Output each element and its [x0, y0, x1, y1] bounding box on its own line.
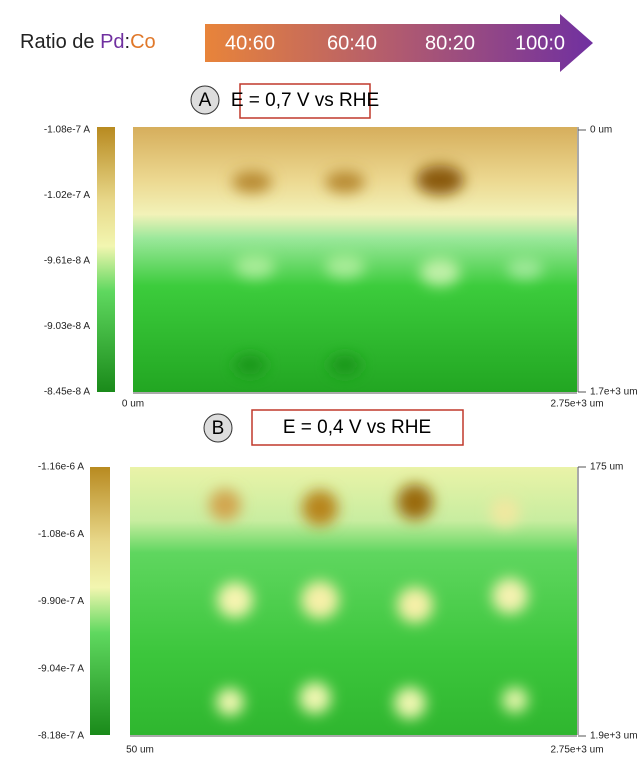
heatmap	[133, 127, 577, 392]
colorbar-label: -9.03e-8 A	[44, 321, 90, 332]
panel-letter-circle	[203, 413, 233, 443]
colorbar-label: -1.08e-7 A	[44, 125, 90, 136]
condition-box	[239, 83, 371, 119]
ratio-label: Ratio de Pd:Co	[20, 31, 156, 53]
colorbar-label: -8.45e-8 A	[44, 387, 90, 398]
y-axis-label: 1.9e+3 um	[590, 731, 637, 742]
panel-letter: B	[212, 418, 225, 439]
ratio: 100:0	[515, 32, 565, 54]
colorbar-label: -9.61e-8 A	[44, 256, 90, 267]
colorbar-label: -1.16e-6 A	[38, 462, 84, 473]
ratio: 40:60	[225, 32, 275, 54]
condition-box	[251, 409, 464, 446]
heatmap	[130, 467, 577, 735]
colorbar-label: -9.04e-7 A	[38, 663, 84, 674]
y-axis-label: 0 um	[590, 125, 612, 136]
ratio: 60:40	[327, 32, 377, 54]
x-axis-label: 2.75e+3 um	[550, 399, 603, 410]
colorbar	[90, 467, 110, 735]
colorbar-label: -9.90e-7 A	[38, 596, 84, 607]
colorbar	[97, 127, 115, 392]
condition: E = 0,4 V vs RHE	[283, 417, 431, 438]
x-axis-label: 0 um	[122, 399, 144, 410]
label-box	[8, 20, 196, 64]
x-axis-label: 2.75e+3 um	[550, 745, 603, 756]
condition: E = 0,7 V vs RHE	[231, 90, 379, 111]
x-axis-label: 50 um	[126, 745, 154, 756]
ratio-arrow	[205, 14, 593, 72]
colorbar-label: -8.18e-7 A	[38, 731, 84, 742]
y-axis-label: 1.7e+3 um	[590, 387, 637, 398]
colorbar-label: -1.02e-7 A	[44, 190, 90, 201]
ratio: 80:20	[425, 32, 475, 54]
colorbar-label: -1.08e-6 A	[38, 529, 84, 540]
panel-letter-circle	[190, 85, 220, 115]
panel-letter: A	[199, 90, 212, 111]
y-axis-label: 175 um	[590, 462, 623, 473]
